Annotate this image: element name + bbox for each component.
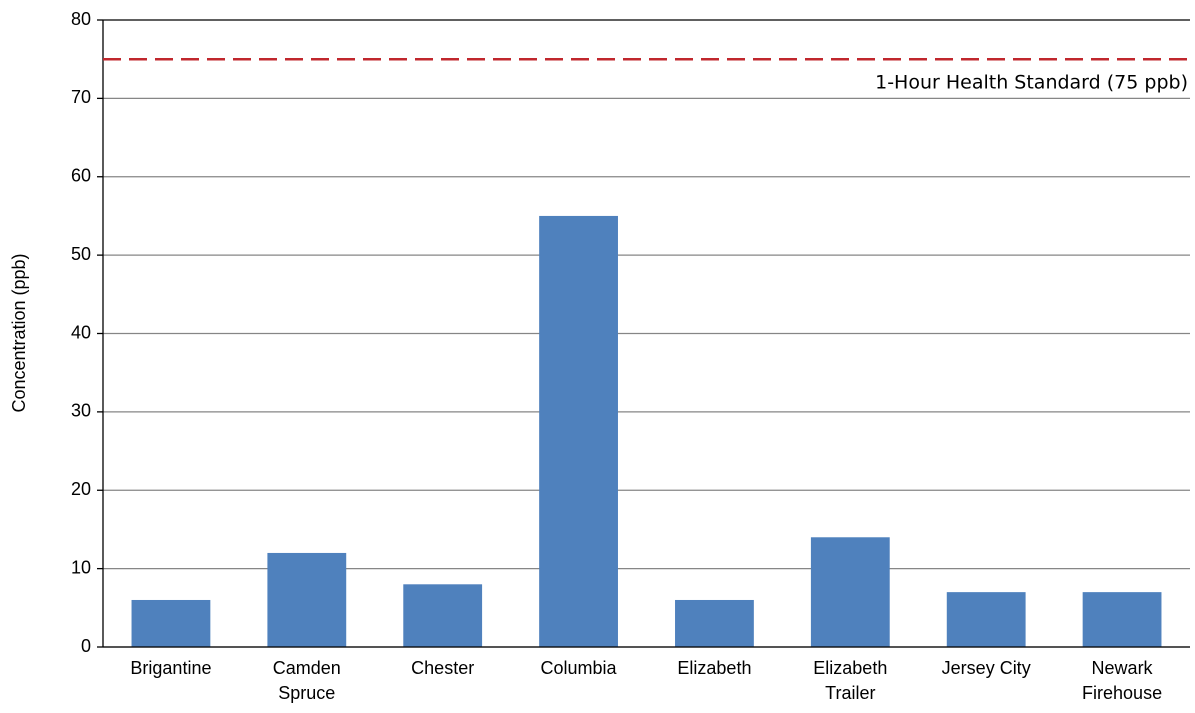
y-tick-label: 70 [71, 87, 91, 107]
x-tick-label: Jersey City [942, 658, 1031, 678]
y-tick-label: 50 [71, 244, 91, 264]
bar [131, 599, 211, 647]
x-tick-label: Newark Firehouse [1082, 658, 1162, 703]
x-tick-label: Camden Spruce [273, 658, 341, 703]
x-tick-label: Elizabeth [677, 658, 751, 678]
x-tick-label: Elizabeth Trailer [813, 658, 887, 703]
bar [946, 592, 1026, 647]
y-tick-label: 60 [71, 166, 91, 186]
y-tick-label: 40 [71, 322, 91, 342]
bar [539, 215, 618, 647]
y-tick-label: 10 [71, 557, 91, 577]
x-tick-label: Columbia [541, 658, 618, 678]
reference-label: 1-Hour Health Standard (75 ppb) [875, 72, 1188, 94]
bar [1082, 592, 1162, 647]
y-tick-label: 0 [81, 636, 91, 656]
x-tick-label: Brigantine [130, 658, 211, 678]
y-tick-label: 80 [71, 9, 91, 29]
bar [267, 552, 347, 647]
y-axis-label: Concentration (ppb) [9, 253, 29, 412]
y-tick-label: 30 [71, 401, 91, 421]
bar [810, 537, 890, 647]
x-tick-label: Chester [411, 658, 474, 678]
y-tick-label: 20 [71, 479, 91, 499]
bar [675, 599, 754, 647]
bar [403, 584, 483, 647]
